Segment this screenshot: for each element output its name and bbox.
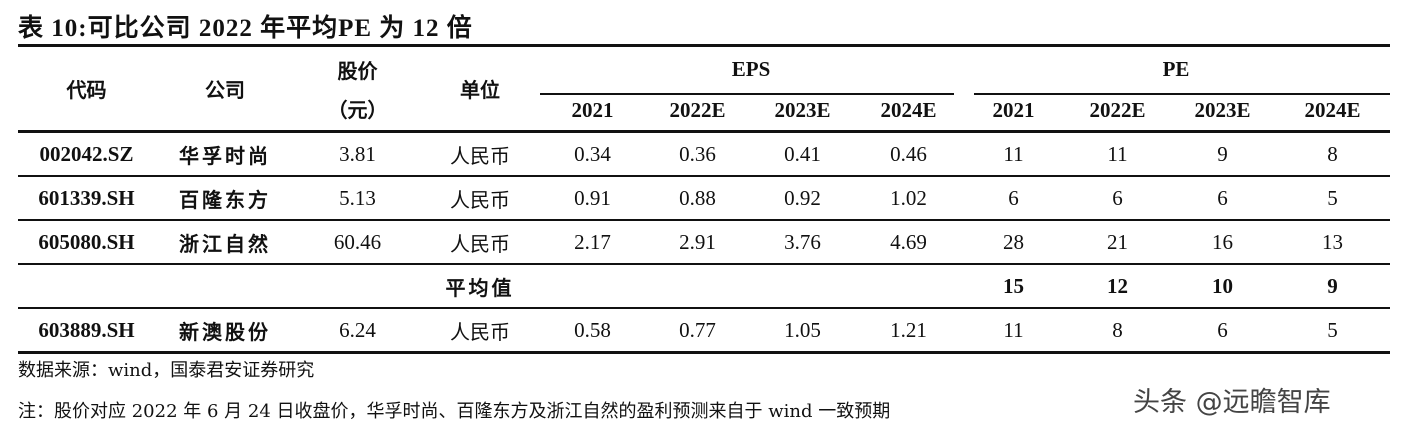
pe-cell: 5 [1275,308,1391,354]
average-pe-cell: 10 [1170,264,1276,309]
header-eps-year: 2023E [774,98,831,123]
pe-cell: 6 [1170,176,1276,221]
eps-cell: 0.92 [750,176,855,221]
table-title: 表 10:可比公司 2022 年平均PE 为 12 倍 [18,15,473,42]
eps-cell: 1.02 [855,176,963,221]
eps-cell: 4.69 [855,220,963,265]
header-pe-year: 2023E [1194,98,1251,123]
eps-cell: 0.34 [540,131,645,177]
company-cell: 新澳股份 [155,308,295,354]
header-pe-year: 2022E [1089,98,1146,123]
pe-cell: 6 [1065,176,1171,221]
average-pe-cell: 15 [962,264,1066,309]
eps-cell: 0.46 [855,131,963,177]
eps-cell: 3.76 [750,220,855,265]
code-cell: 601339.SH [18,176,155,221]
pe-cell: 8 [1065,308,1171,354]
pe-cell: 11 [962,308,1066,354]
unit-cell: 人民币 [420,220,540,265]
pe-cell: 11 [1065,131,1171,177]
pe-cell: 28 [962,220,1066,265]
eps-cell: 2.17 [540,220,645,265]
company-cell: 浙江自然 [155,220,295,265]
eps-cell: 0.88 [645,176,750,221]
unit-cell: 人民币 [420,308,540,354]
header-eps-year: 2022E [669,98,726,123]
code-cell: 603889.SH [18,308,155,354]
table-row: 002042.SZ 华孚时尚 3.81 人民币 0.34 0.36 0.41 0… [18,131,1391,177]
header-price-line1: 股价 [337,58,378,83]
pe-cell: 13 [1275,220,1391,265]
eps-cell: 1.21 [855,308,963,354]
header-price-line2: （元） [327,97,388,122]
header-code: 代码 [18,44,155,132]
company-cell: 华孚时尚 [155,131,295,177]
header-price: 股价 （元） [295,44,420,133]
code-cell: 605080.SH [18,220,155,265]
header-eps: EPS [540,44,963,96]
pe-cell: 6 [1170,308,1276,354]
header-pe-year: 2021 [992,98,1035,123]
price-cell: 60.46 [295,220,420,265]
table-row: 605080.SH 浙江自然 60.46 人民币 2.17 2.91 3.76 … [18,220,1391,265]
header-eps-label: EPS [731,56,771,81]
price-cell: 6.24 [295,308,420,354]
code-cell: 002042.SZ [18,131,155,177]
pe-cell: 5 [1275,176,1391,221]
eps-cell: 1.05 [750,308,855,354]
pe-cell: 16 [1170,220,1276,265]
average-pe-cell: 12 [1065,264,1171,309]
source-note: 数据来源：wind，国泰君安证券研究 [18,360,315,381]
footnote: 注：股价对应 2022 年 6 月 24 日收盘价，华孚时尚、百隆东方及浙江自然… [18,401,891,422]
header-company: 公司 [155,44,295,132]
eps-cell: 2.91 [645,220,750,265]
eps-cell: 0.58 [540,308,645,354]
price-cell: 5.13 [295,176,420,221]
pe-cell: 9 [1170,131,1276,177]
pe-cell: 21 [1065,220,1171,265]
header-unit: 单位 [420,44,540,133]
header-eps-year: 2024E [880,98,937,123]
eps-cell: 0.91 [540,176,645,221]
header-eps-year: 2021 [571,98,614,123]
unit-cell: 人民币 [420,131,540,177]
eps-cell: 0.77 [645,308,750,354]
pe-cell: 8 [1275,131,1391,177]
watermark: 头条 @远瞻智库 [1133,387,1331,418]
header-pe-year: 2024E [1304,98,1361,123]
average-row: 平均值 15 12 10 9 [18,264,1391,309]
header-pe-label: PE [1162,56,1190,81]
average-label: 平均值 [420,264,540,309]
pe-cell: 11 [962,131,1066,177]
price-cell: 3.81 [295,131,420,177]
header-pe: PE [962,44,1391,96]
comparable-companies-table: 代码 公司 股价 （元） 单位 EPS PE 2021 2022E 2023E … [18,44,1391,354]
average-pe-cell: 9 [1275,264,1391,309]
unit-cell: 人民币 [420,176,540,221]
eps-cell: 0.41 [750,131,855,177]
target-row: 603889.SH 新澳股份 6.24 人民币 0.58 0.77 1.05 1… [18,308,1391,354]
table-row: 601339.SH 百隆东方 5.13 人民币 0.91 0.88 0.92 1… [18,176,1391,221]
pe-cell: 6 [962,176,1066,221]
company-cell: 百隆东方 [155,176,295,221]
eps-cell: 0.36 [645,131,750,177]
